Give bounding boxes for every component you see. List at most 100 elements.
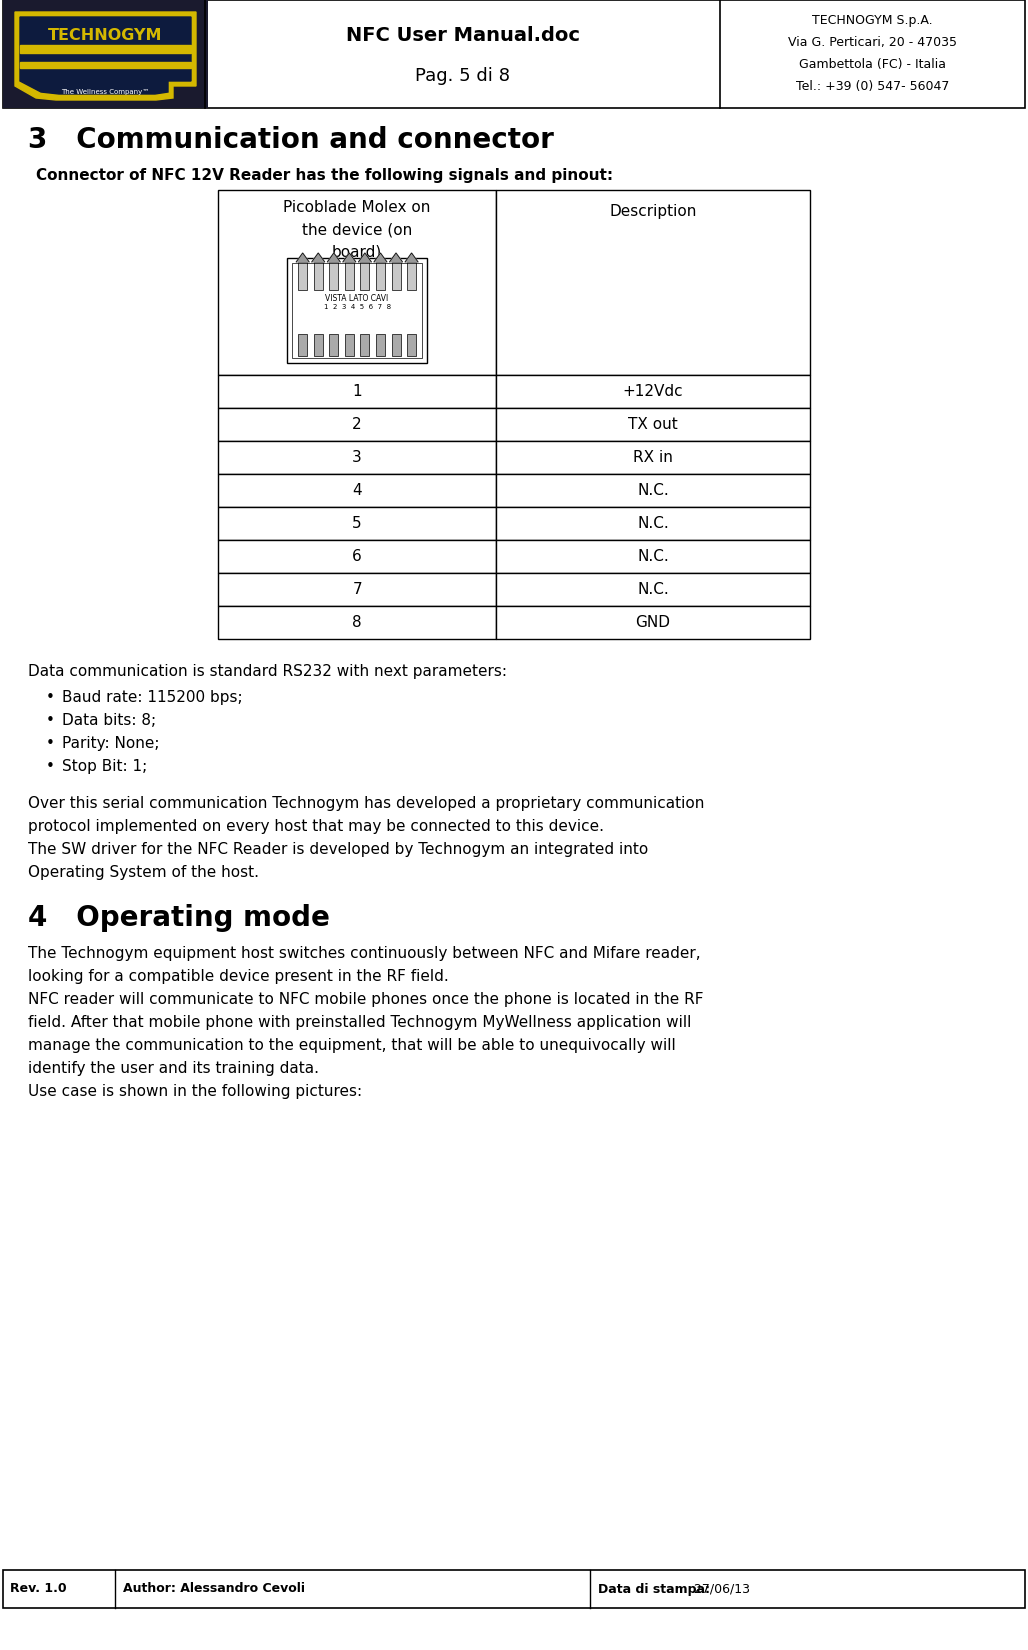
Bar: [20, 45, 191, 53]
Bar: [392, 262, 401, 290]
Text: field. After that mobile phone with preinstalled Technogym MyWellness applicatio: field. After that mobile phone with prei…: [28, 1015, 692, 1030]
Text: •: •: [46, 690, 54, 705]
Text: •: •: [46, 736, 54, 751]
Bar: [20, 63, 191, 68]
Text: identify the user and its training data.: identify the user and its training data.: [28, 1061, 319, 1076]
Polygon shape: [390, 252, 403, 262]
Bar: [218, 441, 497, 474]
Text: TECHNOGYM: TECHNOGYM: [47, 28, 162, 43]
Polygon shape: [15, 12, 196, 101]
Bar: [497, 540, 810, 573]
Bar: [3, 0, 208, 107]
Bar: [218, 474, 497, 507]
Text: The SW driver for the NFC Reader is developed by Technogym an integrated into: The SW driver for the NFC Reader is deve…: [28, 842, 649, 856]
Bar: [497, 375, 810, 408]
Text: RX in: RX in: [633, 450, 673, 465]
Bar: [218, 606, 497, 639]
Text: •: •: [46, 713, 54, 728]
Text: +12Vdc: +12Vdc: [623, 384, 684, 399]
Polygon shape: [405, 252, 418, 262]
Text: N.C.: N.C.: [637, 483, 669, 498]
Bar: [497, 573, 810, 606]
Text: 5: 5: [353, 516, 362, 531]
Bar: [218, 540, 497, 573]
Text: VISTA LATO CAVI: VISTA LATO CAVI: [326, 294, 389, 304]
Bar: [376, 333, 384, 356]
Text: The Wellness Company™: The Wellness Company™: [61, 89, 149, 96]
Text: looking for a compatible device present in the RF field.: looking for a compatible device present …: [28, 969, 449, 983]
Text: Baud rate: 115200 bps;: Baud rate: 115200 bps;: [62, 690, 243, 705]
Text: Data di stampa:: Data di stampa:: [598, 1582, 710, 1596]
Text: Data communication is standard RS232 with next parameters:: Data communication is standard RS232 wit…: [28, 663, 507, 680]
Bar: [218, 190, 497, 375]
Bar: [329, 262, 338, 290]
Text: Description: Description: [610, 205, 697, 219]
Polygon shape: [359, 252, 371, 262]
Text: manage the communication to the equipment, that will be able to unequivocally wi: manage the communication to the equipmen…: [28, 1038, 675, 1053]
Text: 4   Operating mode: 4 Operating mode: [28, 904, 330, 932]
Bar: [497, 507, 810, 540]
Text: 27/06/13: 27/06/13: [690, 1582, 750, 1596]
Text: Rev. 1.0: Rev. 1.0: [10, 1582, 67, 1596]
Polygon shape: [343, 252, 356, 262]
Text: Operating System of the host.: Operating System of the host.: [28, 865, 259, 879]
Text: 2: 2: [353, 417, 362, 432]
Bar: [218, 408, 497, 441]
Text: N.C.: N.C.: [637, 582, 669, 597]
Bar: [218, 573, 497, 606]
Bar: [344, 333, 354, 356]
Bar: [376, 262, 384, 290]
Bar: [329, 333, 338, 356]
Text: Pag. 5 di 8: Pag. 5 di 8: [415, 66, 510, 84]
Text: Picoblade Molex on
the device (on
board): Picoblade Molex on the device (on board): [284, 200, 431, 259]
Bar: [407, 333, 416, 356]
Bar: [218, 507, 497, 540]
Text: TX out: TX out: [628, 417, 678, 432]
Text: 4: 4: [353, 483, 362, 498]
Text: TECHNOGYM S.p.A.: TECHNOGYM S.p.A.: [812, 13, 932, 26]
Text: N.C.: N.C.: [637, 549, 669, 564]
Bar: [361, 333, 369, 356]
Text: 1  2  3  4  5  6  7  8: 1 2 3 4 5 6 7 8: [324, 304, 391, 310]
Bar: [392, 333, 401, 356]
Text: The Technogym equipment host switches continuously between NFC and Mifare reader: The Technogym equipment host switches co…: [28, 945, 701, 960]
Text: 1: 1: [353, 384, 362, 399]
Text: Gambettola (FC) - Italia: Gambettola (FC) - Italia: [799, 58, 946, 71]
Text: 6: 6: [353, 549, 362, 564]
Polygon shape: [374, 252, 387, 262]
Bar: [407, 262, 416, 290]
Bar: [497, 190, 810, 375]
Bar: [287, 257, 427, 363]
Text: Via G. Perticari, 20 - 47035: Via G. Perticari, 20 - 47035: [788, 36, 957, 50]
Text: 3   Communication and connector: 3 Communication and connector: [28, 125, 554, 153]
Text: Parity: None;: Parity: None;: [62, 736, 159, 751]
Text: Data bits: 8;: Data bits: 8;: [62, 713, 156, 728]
Polygon shape: [296, 252, 309, 262]
Text: Connector of NFC 12V Reader has the following signals and pinout:: Connector of NFC 12V Reader has the foll…: [36, 168, 613, 183]
Text: 7: 7: [353, 582, 362, 597]
Polygon shape: [20, 16, 191, 94]
Text: protocol implemented on every host that may be connected to this device.: protocol implemented on every host that …: [28, 818, 604, 833]
Bar: [497, 408, 810, 441]
Bar: [292, 262, 423, 358]
Bar: [298, 262, 307, 290]
Text: Author: Alessandro Cevoli: Author: Alessandro Cevoli: [123, 1582, 305, 1596]
Bar: [497, 606, 810, 639]
Polygon shape: [327, 252, 340, 262]
Bar: [218, 375, 497, 408]
Bar: [497, 441, 810, 474]
Bar: [314, 333, 323, 356]
Bar: [361, 262, 369, 290]
Text: GND: GND: [635, 615, 670, 630]
Text: N.C.: N.C.: [637, 516, 669, 531]
Text: Stop Bit: 1;: Stop Bit: 1;: [62, 759, 147, 774]
Bar: [3, 0, 1025, 107]
Text: Tel.: +39 (0) 547- 56047: Tel.: +39 (0) 547- 56047: [796, 79, 949, 92]
Text: •: •: [46, 759, 54, 774]
Text: 3: 3: [353, 450, 362, 465]
Bar: [3, 1571, 1025, 1609]
Polygon shape: [311, 252, 325, 262]
Bar: [344, 262, 354, 290]
Text: NFC reader will communicate to NFC mobile phones once the phone is located in th: NFC reader will communicate to NFC mobil…: [28, 992, 703, 1006]
Bar: [298, 333, 307, 356]
